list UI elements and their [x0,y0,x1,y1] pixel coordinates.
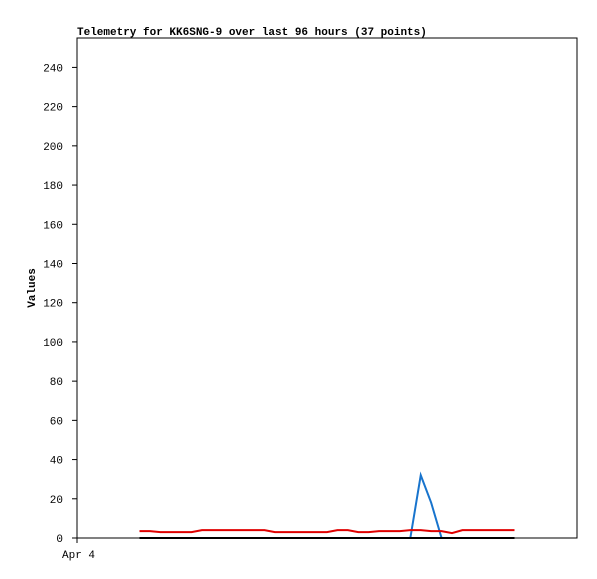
y-tick-label: 160 [43,220,63,232]
y-tick-label: 20 [50,495,63,507]
y-tick-label: 120 [43,299,63,311]
y-tick-label: 80 [50,377,63,389]
y-tick-label: 180 [43,181,63,193]
y-axis-label: Values [27,268,39,308]
y-tick-label: 240 [43,63,63,75]
y-tick-label: 60 [50,416,63,428]
y-tick-label: 200 [43,142,63,154]
y-tick-label: 40 [50,456,63,468]
y-tick-label: 0 [56,534,63,546]
y-tick-label: 100 [43,338,63,350]
y-tick-label: 220 [43,103,63,115]
x-tick-label: Apr 4 [62,550,95,562]
chart-title: Telemetry for KK6SNG-9 over last 96 hour… [77,27,427,39]
series-line [139,529,515,535]
y-tick-label: 140 [43,259,63,271]
